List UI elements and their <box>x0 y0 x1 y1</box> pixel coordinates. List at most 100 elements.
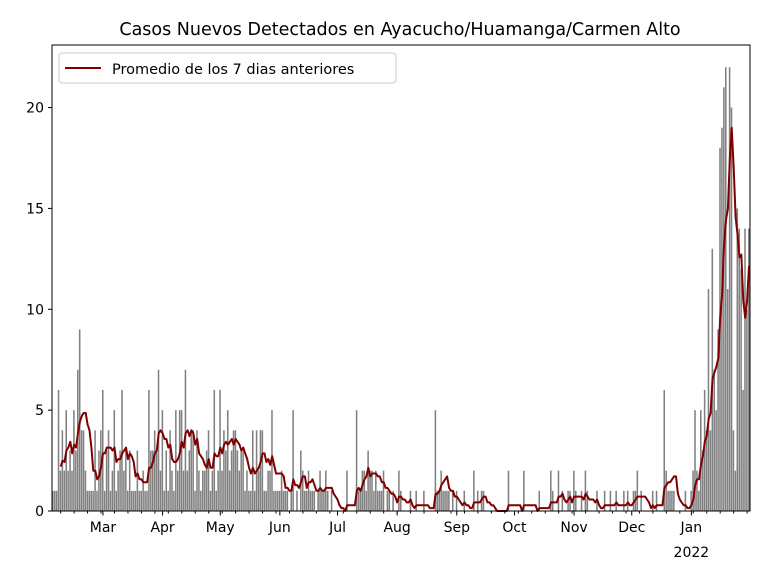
y-tick-label: 20 <box>26 101 44 117</box>
bar <box>180 410 183 511</box>
bar <box>523 470 525 511</box>
bar <box>323 490 325 511</box>
bar <box>103 490 106 511</box>
bar <box>623 490 625 511</box>
bar <box>603 490 606 511</box>
bar <box>626 490 629 511</box>
bar <box>261 430 264 511</box>
bar <box>359 490 362 511</box>
bar <box>125 450 127 511</box>
bar <box>375 470 377 511</box>
bar <box>169 430 171 511</box>
bar <box>136 450 139 511</box>
bar <box>569 490 571 511</box>
bar <box>276 490 279 511</box>
bar <box>153 430 156 511</box>
bar <box>192 430 194 511</box>
bar <box>355 410 358 511</box>
bar <box>96 490 98 511</box>
bar <box>580 490 583 511</box>
bar <box>696 470 698 511</box>
bar <box>551 490 554 511</box>
bar <box>236 450 239 511</box>
bar <box>215 490 217 511</box>
bar <box>155 450 158 511</box>
bar <box>203 470 206 511</box>
bar <box>373 490 375 511</box>
bar <box>423 490 425 511</box>
bar <box>198 470 200 511</box>
bar <box>326 490 329 511</box>
y-tick-label: 0 <box>35 504 44 520</box>
bar <box>190 430 192 511</box>
x-tick-label: Jul <box>328 520 346 536</box>
bar <box>132 490 135 511</box>
bar <box>290 490 292 511</box>
bar <box>75 450 77 511</box>
bar <box>80 430 83 511</box>
bar <box>317 490 319 511</box>
bar <box>709 430 712 511</box>
bar <box>667 490 669 511</box>
x-tick-label: Nov <box>560 520 587 536</box>
bar <box>319 470 321 511</box>
bar <box>101 389 104 511</box>
x-tick-label: Mar <box>90 520 117 536</box>
bar <box>446 490 448 511</box>
bar <box>88 490 91 511</box>
bar <box>178 410 181 511</box>
average-line <box>59 126 750 512</box>
bar <box>109 490 112 511</box>
bar <box>209 490 212 511</box>
bar <box>257 470 260 511</box>
x-tick-label: Dec <box>618 520 645 536</box>
bar <box>346 470 348 511</box>
bar <box>382 470 385 511</box>
bar <box>692 470 694 511</box>
bar <box>357 490 360 511</box>
bar <box>371 470 373 511</box>
bar <box>301 470 304 511</box>
bar <box>200 490 202 511</box>
bar <box>225 450 227 511</box>
bar <box>444 490 446 511</box>
bar <box>655 490 658 511</box>
bar <box>313 490 316 511</box>
bar <box>59 470 62 511</box>
bar <box>748 228 750 512</box>
bar <box>194 490 196 511</box>
bar <box>69 450 71 511</box>
bar <box>700 410 702 511</box>
bar <box>196 430 198 511</box>
legend: Promedio de los 7 dias anteriores <box>58 52 397 84</box>
legend-box <box>58 52 397 84</box>
bar <box>138 490 141 511</box>
bar <box>303 490 306 511</box>
bar <box>130 490 133 511</box>
x-axis: Mar Apr May Jun Jul Aug Sep Oct Nov Dec Jan 2022 <box>60 511 748 561</box>
bar <box>167 490 169 511</box>
bar <box>673 490 675 511</box>
bar <box>119 450 121 511</box>
bar <box>400 490 402 511</box>
bar <box>61 430 64 511</box>
bar <box>182 470 185 511</box>
bar <box>369 470 371 511</box>
bar <box>53 490 56 511</box>
bar <box>690 490 692 511</box>
bar <box>52 490 54 511</box>
bar <box>213 389 216 511</box>
bar <box>363 470 366 511</box>
bar <box>159 470 162 511</box>
bar <box>615 490 617 511</box>
bar <box>128 450 131 511</box>
bar <box>92 490 94 511</box>
bar <box>575 490 577 511</box>
bar <box>86 490 89 511</box>
bar <box>311 490 314 511</box>
bar <box>746 309 748 511</box>
bar <box>723 87 725 511</box>
bar <box>476 490 479 511</box>
bar <box>242 450 244 511</box>
